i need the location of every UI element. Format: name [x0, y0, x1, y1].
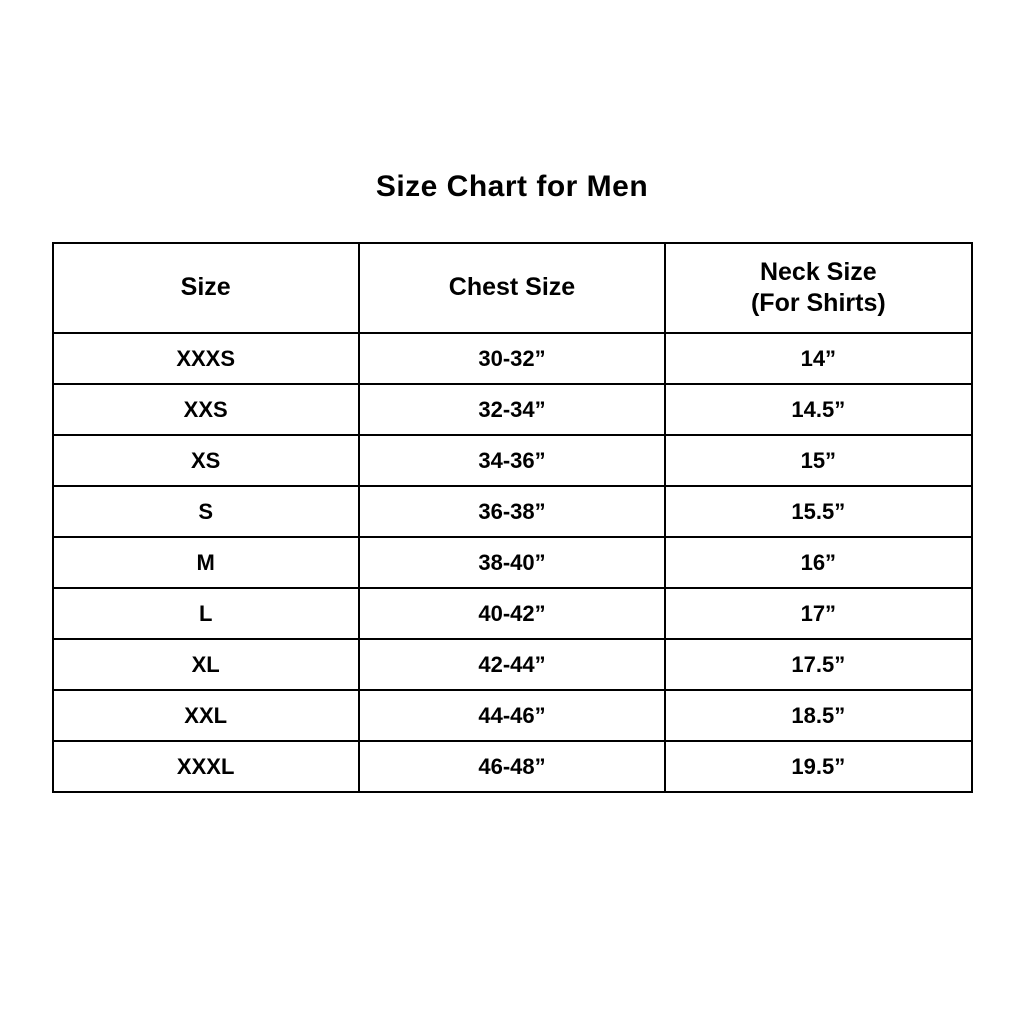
neck-size-cell: 16”	[664, 536, 973, 589]
chest-size-cell: 40-42”	[357, 587, 667, 640]
header-row: Size Chest Size Neck Size (For Shirts)	[51, 242, 973, 334]
neck-size-cell: 18.5”	[664, 689, 973, 742]
neck-size-cell: 17.5”	[664, 638, 973, 691]
size-cell: XXL	[51, 689, 360, 742]
table-row: L 40-42” 17”	[51, 587, 973, 640]
neck-size-header-line1: Neck Size	[759, 257, 877, 286]
neck-size-cell: 17”	[664, 587, 973, 640]
chest-size-cell: 46-48”	[357, 740, 667, 793]
table-row: XXXS 30-32” 14”	[51, 332, 973, 385]
column-header-neck-size: Neck Size (For Shirts)	[664, 242, 973, 334]
column-header-size: Size	[51, 242, 360, 334]
chest-size-cell: 30-32”	[357, 332, 667, 385]
chest-size-cell: 36-38”	[357, 485, 667, 538]
table-body: XXXS 30-32” 14” XXS 32-34” 14.5” XS 34-36” 15” S 3…	[51, 332, 973, 793]
table-row: M 38-40” 16”	[51, 536, 973, 589]
neck-size-cell: 19.5”	[664, 740, 973, 793]
neck-size-cell: 14”	[664, 332, 973, 385]
chest-size-cell: 32-34”	[357, 383, 667, 436]
chest-size-cell: 42-44”	[357, 638, 667, 691]
neck-size-cell: 14.5”	[664, 383, 973, 436]
neck-size-header-line2: (For Shirts)	[750, 289, 886, 317]
size-cell: L	[51, 587, 360, 640]
chest-size-cell: 34-36”	[357, 434, 667, 487]
size-chart-table: Size Chest Size Neck Size (For Shirts) X…	[51, 242, 973, 793]
chest-size-cell: 38-40”	[357, 536, 667, 589]
size-cell: XXS	[51, 383, 360, 436]
size-cell: XS	[51, 434, 360, 487]
size-cell: XXXS	[51, 332, 360, 385]
page-title: Size Chart for Men	[375, 170, 649, 203]
size-cell: S	[51, 485, 360, 538]
table-header: Size Chest Size Neck Size (For Shirts)	[51, 242, 973, 334]
table-row: XL 42-44” 17.5”	[51, 638, 973, 691]
size-cell: XXXL	[51, 740, 360, 793]
column-header-chest-size: Chest Size	[357, 242, 667, 334]
size-cell: XL	[51, 638, 360, 691]
chest-size-cell: 44-46”	[357, 689, 667, 742]
table-row: XS 34-36” 15”	[51, 434, 973, 487]
table-row: S 36-38” 15.5”	[51, 485, 973, 538]
table-row: XXL 44-46” 18.5”	[51, 689, 973, 742]
size-cell: M	[51, 536, 360, 589]
neck-size-cell: 15.5”	[664, 485, 973, 538]
table-row: XXXL 46-48” 19.5”	[51, 740, 973, 793]
neck-size-cell: 15”	[664, 434, 973, 487]
table-row: XXS 32-34” 14.5”	[51, 383, 973, 436]
